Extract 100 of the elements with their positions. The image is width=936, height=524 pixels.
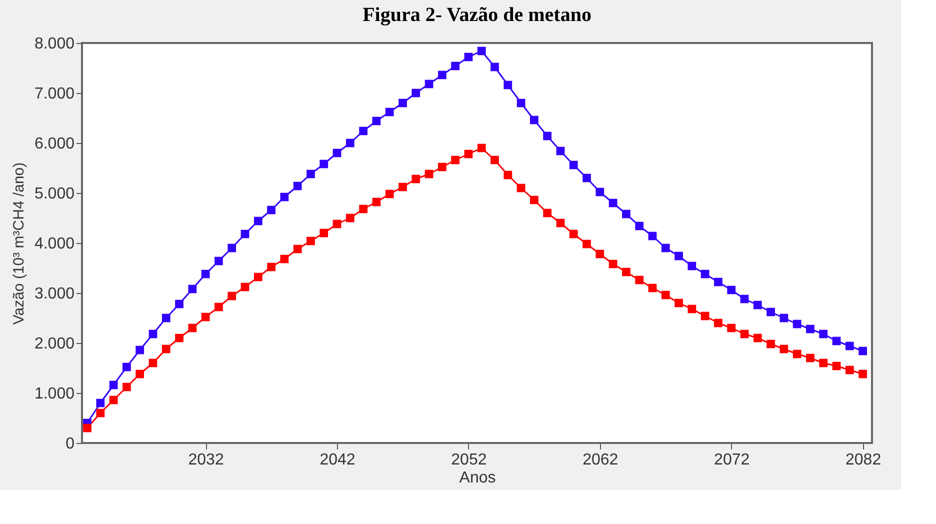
- point: [674, 252, 683, 260]
- point: [412, 88, 420, 98]
- point: [109, 396, 118, 404]
- point: [136, 346, 144, 354]
- point: [490, 156, 499, 164]
- point: [372, 116, 381, 126]
- point: [438, 70, 446, 80]
- point: [556, 146, 565, 156]
- x-tick-label: 2052: [451, 452, 487, 468]
- point: [214, 256, 223, 266]
- point: [688, 304, 696, 314]
- point: [148, 330, 158, 338]
- point: [228, 292, 236, 300]
- point: [332, 148, 342, 158]
- point: [490, 62, 499, 72]
- point: [214, 302, 223, 312]
- point: [293, 244, 302, 254]
- point: [451, 62, 460, 70]
- point: [858, 346, 867, 356]
- point: [254, 216, 262, 226]
- x-tick-label: 2072: [714, 452, 750, 468]
- point: [661, 244, 670, 252]
- point: [648, 232, 657, 240]
- point: [162, 344, 170, 354]
- point: [385, 190, 394, 198]
- y-tick-label: 6.000: [34, 136, 75, 152]
- point: [516, 184, 526, 192]
- point: [700, 270, 710, 278]
- point: [267, 206, 276, 214]
- y-tick-label: 1.000: [34, 386, 75, 402]
- point: [424, 170, 434, 178]
- point: [582, 174, 591, 182]
- point: [254, 272, 262, 282]
- point: [635, 276, 644, 284]
- point: [267, 262, 276, 272]
- point: [766, 308, 775, 316]
- point: [175, 334, 184, 342]
- point: [451, 156, 460, 164]
- point: [122, 362, 131, 372]
- point: [543, 132, 552, 140]
- point: [714, 318, 722, 328]
- point: [766, 340, 775, 348]
- x-tick-label: 2042: [320, 452, 356, 468]
- point: [320, 160, 328, 168]
- point: [162, 314, 170, 322]
- point: [792, 350, 802, 358]
- point: [700, 312, 710, 320]
- point: [136, 370, 144, 378]
- point: [648, 284, 657, 292]
- point: [306, 236, 315, 246]
- point: [714, 278, 722, 286]
- y-tick-label: 8.000: [34, 36, 75, 52]
- point: [438, 162, 446, 172]
- point: [740, 330, 749, 338]
- point: [582, 240, 591, 248]
- y-tick-label: 2.000: [34, 336, 75, 352]
- x-tick-label: 2032: [188, 452, 224, 468]
- point: [596, 188, 604, 196]
- point: [530, 116, 538, 124]
- point: [228, 244, 236, 252]
- point: [398, 98, 407, 108]
- point: [477, 144, 486, 152]
- point: [96, 408, 105, 418]
- chart-title: Figura 2- Vazão de metano: [362, 4, 592, 26]
- point: [320, 228, 328, 238]
- point: [845, 342, 854, 350]
- point: [175, 300, 184, 308]
- point: [806, 354, 814, 362]
- point: [109, 380, 118, 390]
- point: [832, 336, 841, 346]
- point: [845, 366, 854, 374]
- point: [740, 294, 749, 304]
- point: [280, 254, 289, 264]
- point: [477, 46, 486, 56]
- point: [346, 138, 354, 148]
- y-tick-label: 7.000: [34, 86, 75, 102]
- point: [306, 170, 315, 178]
- point: [280, 192, 289, 202]
- point: [635, 222, 644, 230]
- y-axis-title: Vazão (10³ m³CH4 /ano): [10, 162, 28, 325]
- point: [346, 214, 354, 222]
- point: [504, 170, 512, 180]
- point: [727, 286, 736, 294]
- point: [569, 160, 578, 170]
- point: [780, 314, 788, 322]
- point: [188, 324, 197, 332]
- point: [240, 230, 250, 238]
- point: [83, 424, 92, 432]
- point: [596, 250, 604, 258]
- point: [398, 182, 407, 192]
- point: [832, 362, 841, 370]
- point: [201, 312, 210, 322]
- point: [727, 324, 736, 332]
- point: [819, 330, 828, 338]
- point: [688, 262, 696, 270]
- point: [148, 358, 158, 368]
- point: [464, 150, 473, 158]
- point: [516, 98, 526, 108]
- point: [569, 230, 578, 238]
- point: [819, 358, 828, 368]
